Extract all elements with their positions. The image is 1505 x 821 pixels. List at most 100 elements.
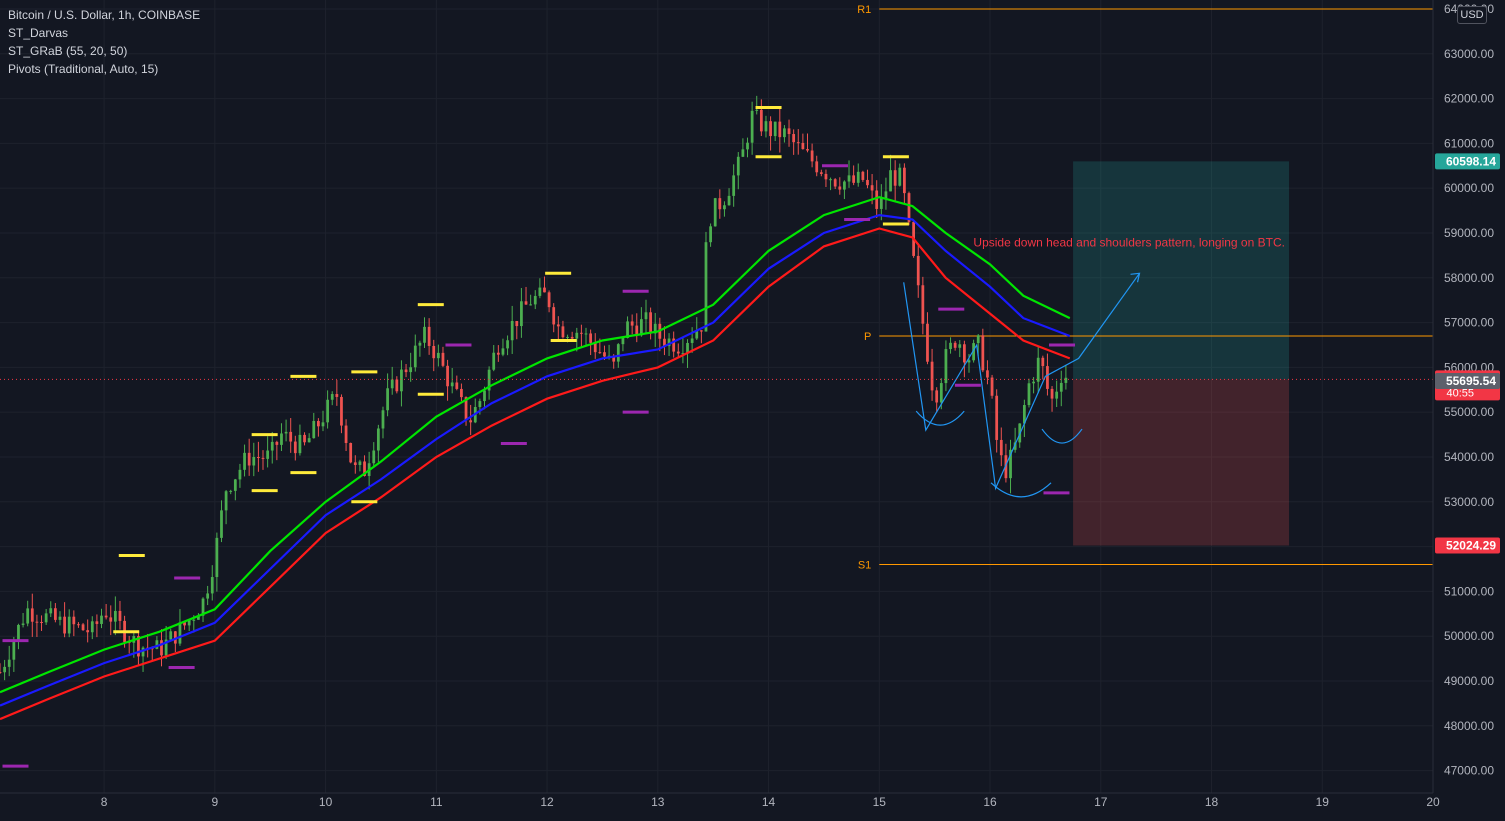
candle-body xyxy=(441,352,445,366)
candle-body xyxy=(926,323,929,362)
candle-body xyxy=(160,640,163,656)
candle-body xyxy=(944,349,948,384)
candle-body xyxy=(1009,449,1012,479)
candle-body xyxy=(293,441,297,454)
candle-body xyxy=(215,537,219,578)
candle-body xyxy=(418,342,422,346)
price-label-box xyxy=(1435,153,1500,170)
candle-body xyxy=(713,198,717,227)
x-tick-label: 9 xyxy=(211,795,218,809)
candle-body xyxy=(815,161,819,173)
candle-body xyxy=(649,312,652,334)
candle-body xyxy=(759,109,763,132)
ema-line-1 xyxy=(0,213,1071,707)
candle-body xyxy=(469,420,473,423)
candle-body xyxy=(210,577,214,594)
candle-body xyxy=(173,631,177,644)
x-tick-label: 16 xyxy=(983,795,997,809)
candle-body xyxy=(792,134,796,143)
y-tick-label: 48000.00 xyxy=(1444,719,1494,733)
candle-body xyxy=(884,191,888,199)
candle-body xyxy=(289,431,293,442)
candle-body xyxy=(672,338,676,352)
candle-body xyxy=(949,342,952,350)
y-tick-label: 61000.00 xyxy=(1444,136,1494,150)
indicator-pivots[interactable]: Pivots (Traditional, Auto, 15) xyxy=(8,62,159,76)
candle-body xyxy=(967,360,971,363)
candle-body xyxy=(773,121,777,137)
indicator-darvas[interactable]: ST_Darvas xyxy=(8,26,69,40)
pivot-label-r1: R1 xyxy=(857,4,871,16)
candle-body xyxy=(852,175,856,183)
candle-body xyxy=(958,344,962,348)
price-label-box xyxy=(1435,537,1500,554)
candle-body xyxy=(109,617,113,622)
candle-body xyxy=(889,170,892,192)
candle-body xyxy=(386,388,389,411)
candle-body xyxy=(718,198,722,210)
candle-body xyxy=(257,457,260,459)
candle-body xyxy=(478,401,482,408)
candle-body xyxy=(612,355,616,362)
candle-body xyxy=(423,326,426,343)
price-label-text: 60598.14 xyxy=(1446,154,1496,168)
candle-body xyxy=(72,616,76,625)
candle-body xyxy=(137,636,140,657)
currency-badge[interactable]: USD xyxy=(1457,6,1487,24)
candle-body xyxy=(663,338,666,347)
candle-body xyxy=(764,121,768,132)
pivot-label-s1: S1 xyxy=(858,560,871,572)
candle-body xyxy=(667,338,671,347)
candle-body xyxy=(898,167,902,186)
candle-body xyxy=(755,109,759,111)
candle-body xyxy=(736,156,740,176)
candle-body xyxy=(233,479,237,491)
candle-body xyxy=(40,621,43,623)
candle-body xyxy=(1050,388,1054,399)
candle-body xyxy=(699,330,703,332)
candle-body xyxy=(506,340,509,349)
candle-body xyxy=(395,379,399,392)
candle-body xyxy=(492,352,496,370)
candle-body xyxy=(561,326,565,338)
y-tick-label: 47000.00 xyxy=(1444,764,1494,778)
candle-body xyxy=(53,608,57,620)
pattern-line xyxy=(903,272,1140,491)
candle-body xyxy=(741,149,745,157)
y-tick-label: 55000.00 xyxy=(1444,405,1494,419)
candle-body xyxy=(1027,383,1031,406)
candle-body xyxy=(372,450,376,464)
candle-body xyxy=(875,190,879,209)
x-tick-label: 20 xyxy=(1426,795,1440,809)
price-label-text: 52024.29 xyxy=(1446,538,1496,552)
candle-body xyxy=(303,434,306,443)
candle-body xyxy=(893,170,897,186)
candle-body xyxy=(326,399,329,423)
candle-body xyxy=(376,428,380,451)
annotation-text: Upside down head and shoulders pattern, … xyxy=(973,235,1285,249)
candle-body xyxy=(686,342,689,354)
symbol-title[interactable]: Bitcoin / U.S. Dollar, 1h, COINBASE xyxy=(8,8,201,22)
candle-body xyxy=(879,198,883,209)
candle-body xyxy=(220,510,223,538)
candle-body xyxy=(921,285,925,324)
candle-body xyxy=(150,648,154,650)
candle-body xyxy=(30,608,34,622)
candle-body xyxy=(556,324,560,327)
candle-body xyxy=(861,171,865,180)
indicator-grab[interactable]: ST_GRaB (55, 20, 50) xyxy=(8,44,128,58)
candle-body xyxy=(280,433,283,445)
candle-body xyxy=(727,195,731,206)
candle-body xyxy=(552,307,556,325)
candle-body xyxy=(746,142,749,150)
candle-body xyxy=(464,397,468,421)
candle-body xyxy=(1013,442,1017,450)
candle-body xyxy=(413,345,417,368)
candle-body xyxy=(750,110,754,143)
candle-body xyxy=(483,390,486,402)
ema-line-0 xyxy=(0,195,1071,694)
pattern-arrow-head xyxy=(1130,272,1141,283)
candle-body xyxy=(261,457,265,459)
